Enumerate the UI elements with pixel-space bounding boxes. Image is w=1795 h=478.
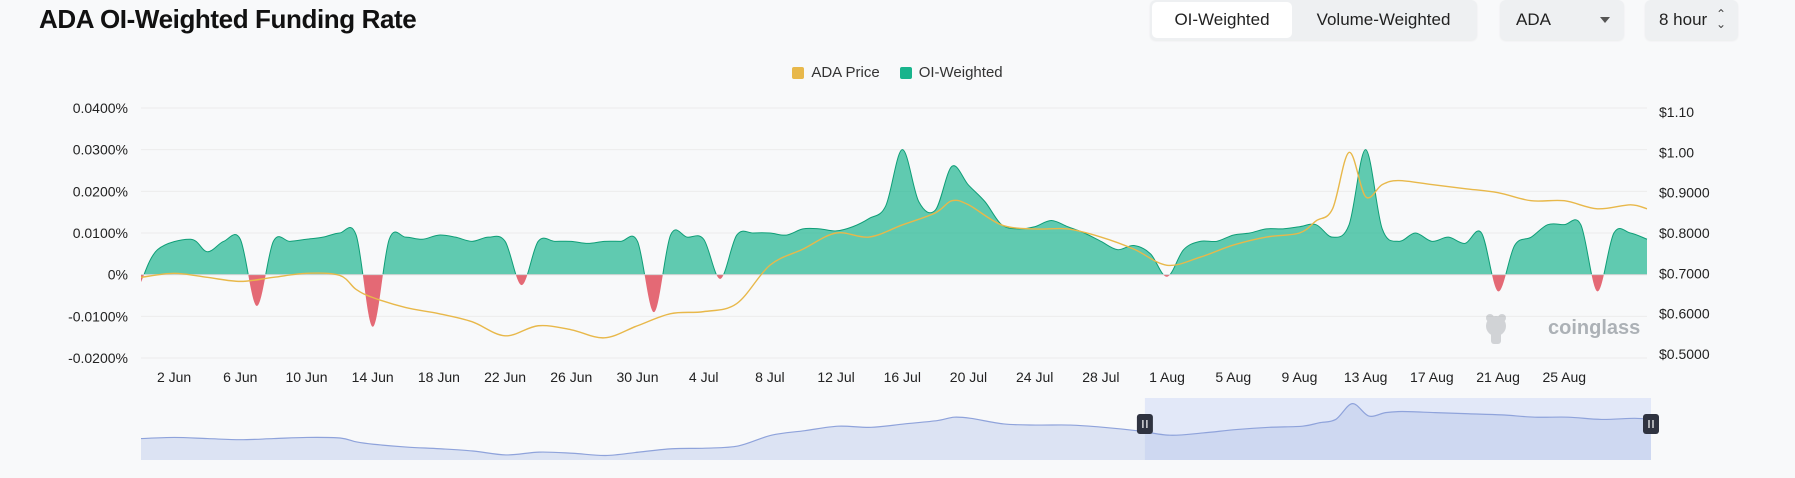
chart-legend: ADA Price OI-Weighted bbox=[0, 64, 1795, 81]
legend-label-price: ADA Price bbox=[811, 64, 880, 81]
navigator-handle-left[interactable] bbox=[1136, 414, 1153, 434]
chart-gridlines bbox=[141, 107, 1647, 359]
funding-area-layer bbox=[141, 149, 1648, 327]
right-y-axis: $1.10 $1.00 $0.9000 $0.8000 $0.7000 $0.6000 $0… bbox=[1659, 104, 1710, 362]
x-tick-label: 20 Jul bbox=[950, 369, 987, 385]
interval-select[interactable]: 8 hour ⌃ ⌄ bbox=[1645, 0, 1738, 40]
x-tick-label: 21 Aug bbox=[1476, 369, 1520, 385]
up-down-chevron-icon: ⌃ ⌄ bbox=[1715, 7, 1726, 31]
drag-handle-icon bbox=[1136, 414, 1153, 434]
y-left-tick-label: -0.0200% bbox=[68, 350, 128, 366]
left-y-axis: 0.0400% 0.0300% 0.0200% 0.0100% 0% -0.0100% -0… bbox=[68, 100, 128, 366]
watermark-text: coinglass bbox=[1548, 317, 1640, 339]
page-title: ADA OI-Weighted Funding Rate bbox=[39, 4, 417, 34]
price-line-layer bbox=[140, 151, 1648, 339]
x-tick-label: 5 Aug bbox=[1215, 369, 1251, 385]
positive-funding-area bbox=[144, 149, 1647, 275]
y-left-tick-label: 0.0100% bbox=[73, 225, 128, 241]
x-tick-label: 12 Jul bbox=[817, 369, 854, 385]
legend-item-price[interactable]: ADA Price bbox=[792, 64, 880, 81]
tab-oi-weighted[interactable]: OI-Weighted bbox=[1152, 2, 1292, 38]
coin-select[interactable]: ADA bbox=[1500, 0, 1624, 40]
navigator-area bbox=[141, 403, 1651, 460]
x-tick-label: 1 Aug bbox=[1149, 369, 1185, 385]
y-left-tick-label: 0.0400% bbox=[73, 100, 128, 116]
tab-volume-weighted[interactable]: Volume-Weighted bbox=[1316, 10, 1451, 29]
x-tick-label: 24 Jul bbox=[1016, 369, 1053, 385]
x-tick-label: 8 Jul bbox=[755, 369, 785, 385]
coinglass-watermark: coinglass bbox=[1486, 314, 1640, 344]
x-tick-label: 18 Jun bbox=[418, 369, 460, 385]
y-left-tick-label: 0.0200% bbox=[73, 183, 128, 199]
x-tick-label: 26 Jun bbox=[550, 369, 592, 385]
x-tick-label: 14 Jun bbox=[352, 369, 394, 385]
navigator-handle-right[interactable] bbox=[1643, 414, 1659, 434]
navigator-selected-range bbox=[1144, 398, 1651, 460]
y-right-tick-label: $0.7000 bbox=[1659, 265, 1710, 281]
chevron-down-icon bbox=[1600, 17, 1610, 23]
navigator-line bbox=[140, 403, 1652, 457]
x-tick-label: 10 Jun bbox=[285, 369, 327, 385]
legend-swatch-price bbox=[792, 66, 805, 79]
legend-item-oi-weighted[interactable]: OI-Weighted bbox=[899, 64, 1003, 81]
x-tick-label: 30 Jun bbox=[616, 369, 658, 385]
y-right-tick-label: $0.9000 bbox=[1659, 185, 1710, 201]
x-tick-label: 25 Aug bbox=[1542, 369, 1586, 385]
y-right-tick-label: $0.5000 bbox=[1659, 346, 1710, 362]
y-right-tick-label: $1.10 bbox=[1659, 104, 1694, 120]
y-right-tick-label: $0.6000 bbox=[1659, 306, 1710, 322]
x-tick-label: 17 Aug bbox=[1410, 369, 1454, 385]
positive-funding-line bbox=[143, 149, 1648, 275]
x-tick-label: 9 Aug bbox=[1282, 369, 1318, 385]
y-left-tick-label: 0% bbox=[108, 267, 128, 283]
legend-label-oi-weighted: OI-Weighted bbox=[918, 64, 1003, 81]
drag-handle-icon bbox=[1643, 414, 1659, 434]
interval-select-value: 8 hour bbox=[1659, 10, 1708, 29]
x-axis: 2 Jun 6 Jun 10 Jun 14 Jun 18 Jun 22 Jun 26 Jun… bbox=[157, 369, 1586, 385]
price-line bbox=[140, 151, 1648, 339]
weighting-toggle: OI-Weighted Volume-Weighted bbox=[1150, 0, 1477, 40]
y-right-tick-label: $0.8000 bbox=[1659, 225, 1710, 241]
legend-swatch-oi-weighted bbox=[899, 66, 912, 79]
x-tick-label: 6 Jun bbox=[223, 369, 257, 385]
x-tick-label: 22 Jun bbox=[484, 369, 526, 385]
range-navigator bbox=[140, 398, 1659, 460]
y-left-tick-label: 0.0300% bbox=[73, 142, 128, 158]
coin-select-value: ADA bbox=[1516, 10, 1551, 29]
x-tick-label: 16 Jul bbox=[884, 369, 921, 385]
negative-funding-area bbox=[141, 274, 1647, 327]
y-left-tick-label: -0.0100% bbox=[68, 308, 128, 324]
x-tick-label: 28 Jul bbox=[1082, 369, 1119, 385]
x-tick-label: 4 Jul bbox=[689, 369, 719, 385]
y-right-tick-label: $1.00 bbox=[1659, 144, 1694, 160]
coinglass-logo-icon bbox=[1486, 314, 1506, 344]
x-tick-label: 13 Aug bbox=[1344, 369, 1388, 385]
x-tick-label: 2 Jun bbox=[157, 369, 191, 385]
